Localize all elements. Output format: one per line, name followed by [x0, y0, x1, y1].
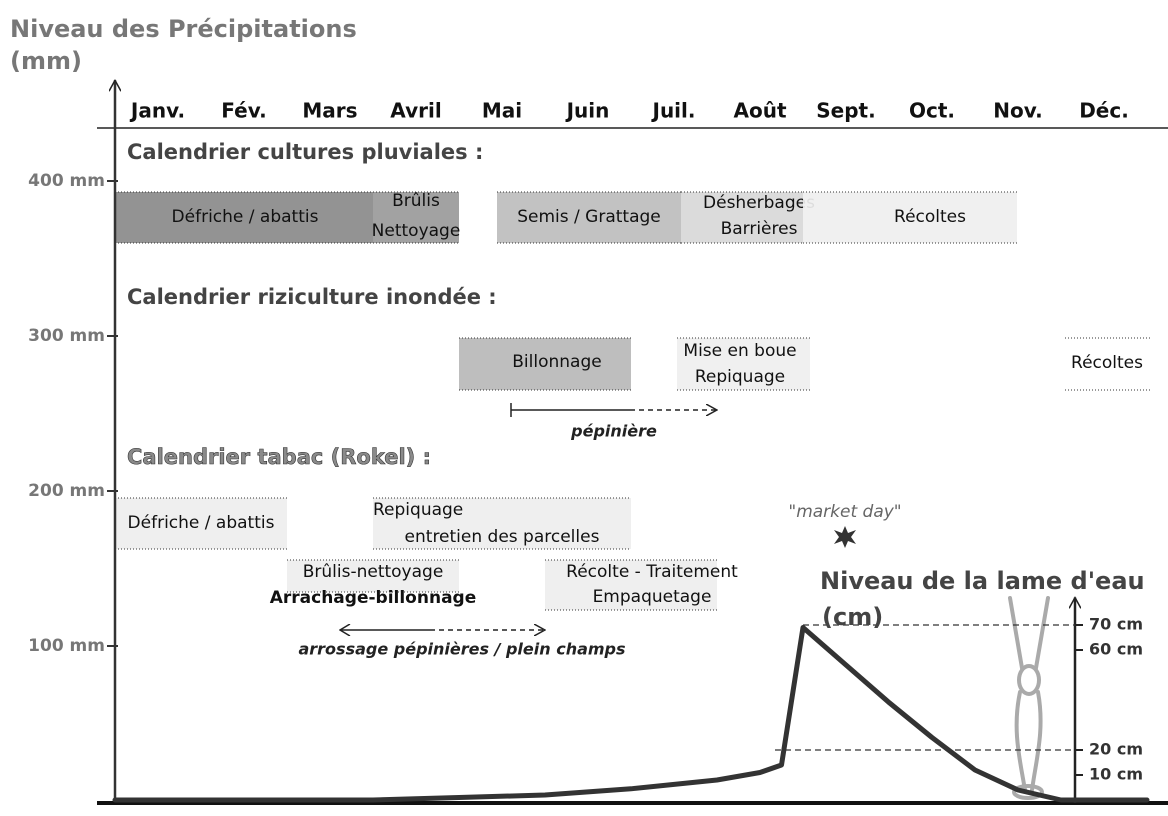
- y2-tick-label: 10 cm: [1089, 765, 1143, 784]
- y-axis-unit: (mm): [10, 47, 82, 75]
- task: Mise en boue Repiquage: [677, 337, 810, 391]
- person-icon: [1008, 596, 1050, 800]
- task-box: [545, 560, 717, 610]
- task-label: Nettoyage: [372, 221, 461, 241]
- task-label: Arrachage-billonnage: [270, 588, 477, 608]
- task-label: Brûlis-nettoyage: [303, 562, 444, 582]
- task: Défriche / abattis: [115, 191, 373, 244]
- task-box: [373, 498, 631, 549]
- y-tick-label: 300 mm: [28, 326, 105, 346]
- task: Brûlis-nettoyage Arrachage-billonnage: [270, 559, 477, 608]
- task: Brûlis Nettoyage: [372, 191, 461, 244]
- y2-axis-unit: (cm): [822, 603, 883, 631]
- y2-tick-label: 60 cm: [1089, 640, 1143, 659]
- task-label: Récoltes: [1071, 353, 1143, 373]
- y-tick-label: 200 mm: [28, 481, 105, 501]
- task-label: entretien des parcelles: [405, 527, 600, 547]
- task-label: Billonnage: [512, 352, 601, 372]
- task: Récoltes: [1065, 337, 1152, 391]
- task-box: [287, 560, 459, 592]
- task-label: Récoltes: [894, 207, 966, 227]
- x-tick-label: Fév.: [221, 99, 266, 123]
- chart-title: Niveau des Précipitations: [10, 15, 357, 43]
- task-box: [373, 192, 459, 243]
- task-box: [677, 338, 810, 390]
- y2-tick-label: 70 cm: [1089, 615, 1143, 634]
- task-label: Désherbages: [703, 193, 815, 213]
- task-label: Brûlis: [392, 191, 440, 211]
- task-label: Empaquetage: [593, 587, 712, 607]
- x-tick-label: Janv.: [129, 99, 185, 123]
- x-tick-label: Juin: [565, 99, 610, 123]
- x-tick-label: Mars: [302, 99, 357, 123]
- x-tick-label: Nov.: [993, 99, 1042, 123]
- task-label: Semis / Grattage: [517, 207, 661, 227]
- task-box: [803, 192, 1017, 243]
- task: Semis / Grattage: [497, 191, 681, 244]
- task: Désherbages Barrières: [681, 191, 815, 244]
- calendars: Calendrier cultures pluviales : Défriche …: [115, 140, 1152, 659]
- x-tick-label: Déc.: [1079, 99, 1129, 123]
- calendar-heading: Calendrier tabac (Rokel) :: [127, 445, 431, 469]
- market-day-label: "market day": [788, 502, 901, 522]
- task: Récolte - Traitement Empaquetage: [545, 559, 738, 611]
- task-label: Mise en boue: [683, 341, 796, 361]
- task: Défriche / abattis: [115, 497, 287, 550]
- y2-tick-label: 20 cm: [1089, 740, 1143, 759]
- icon-head: [1017, 664, 1041, 696]
- task: Repiquage entretien des parcelles: [373, 497, 631, 550]
- task: Billonnage: [459, 337, 631, 391]
- task-label: Défriche / abattis: [172, 207, 319, 227]
- period-arrow: arrossage pépinières / plein champs: [298, 630, 626, 659]
- water-level: 10 cm 20 cm 60 cm 70 cm: [112, 598, 1150, 803]
- task-label: Repiquage: [695, 367, 785, 387]
- y-tick-label: 400 mm: [28, 171, 105, 191]
- market-day-star: [834, 526, 856, 548]
- task-label: Récolte - Traitement: [566, 562, 738, 582]
- axes: Janv. Fév. Mars Avril Mai Juin Juil. Août Sept. O…: [28, 80, 1168, 805]
- water-level-line: [112, 625, 1150, 803]
- calendar-heading: Calendrier riziculture inondée :: [127, 285, 497, 309]
- arrow-label: pépinière: [570, 422, 657, 441]
- x-tick-label: Août: [733, 99, 786, 123]
- task-box: [497, 192, 681, 243]
- x-tick-label: Juil.: [651, 99, 696, 123]
- arrow-label: arrossage pépinières / plein champs: [298, 640, 625, 659]
- task-label: Défriche / abattis: [128, 513, 275, 533]
- x-tick-label: Mai: [482, 99, 522, 123]
- task-box: [459, 338, 631, 390]
- task-box: [681, 192, 803, 243]
- x-tick-label: Avril: [390, 99, 441, 123]
- task-label: Repiquage: [373, 500, 463, 520]
- icon-body: [1014, 690, 1043, 792]
- calendar-heading: Calendrier cultures pluviales :: [127, 140, 483, 164]
- icon-feet: [1012, 784, 1044, 800]
- period-arrow: pépinière: [510, 403, 717, 441]
- y-tick-label: 100 mm: [28, 636, 105, 656]
- x-tick-label: Sept.: [816, 99, 875, 123]
- task-box: [1065, 338, 1152, 390]
- icon-arms: [1008, 596, 1050, 670]
- x-tick-label: Oct.: [909, 99, 955, 123]
- task-box: [115, 192, 373, 243]
- y2-axis-title: Niveau de la lame d'eau: [820, 567, 1145, 595]
- task: Récoltes: [803, 191, 1017, 244]
- task-label: Barrières: [721, 219, 798, 239]
- task-box: [115, 498, 287, 549]
